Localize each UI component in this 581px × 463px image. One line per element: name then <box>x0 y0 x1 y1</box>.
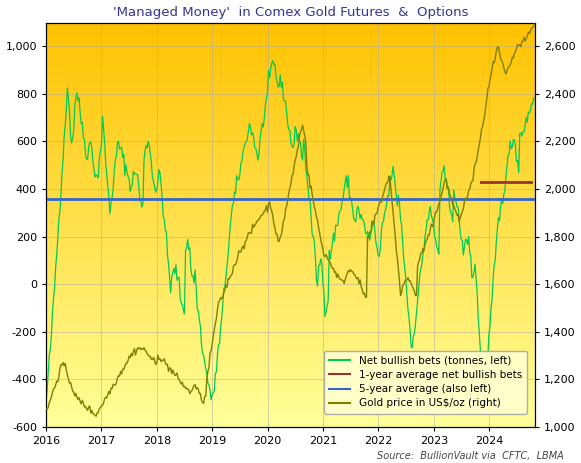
Title: 'Managed Money'  in Comex Gold Futures  &  Options: 'Managed Money' in Comex Gold Futures & … <box>113 6 468 19</box>
Legend: Net bullish bets (tonnes, left), 1-year average net bullish bets, 5-year average: Net bullish bets (tonnes, left), 1-year … <box>324 350 527 413</box>
Text: Source:  BullionVault via  CFTC,  LBMA: Source: BullionVault via CFTC, LBMA <box>377 450 564 461</box>
